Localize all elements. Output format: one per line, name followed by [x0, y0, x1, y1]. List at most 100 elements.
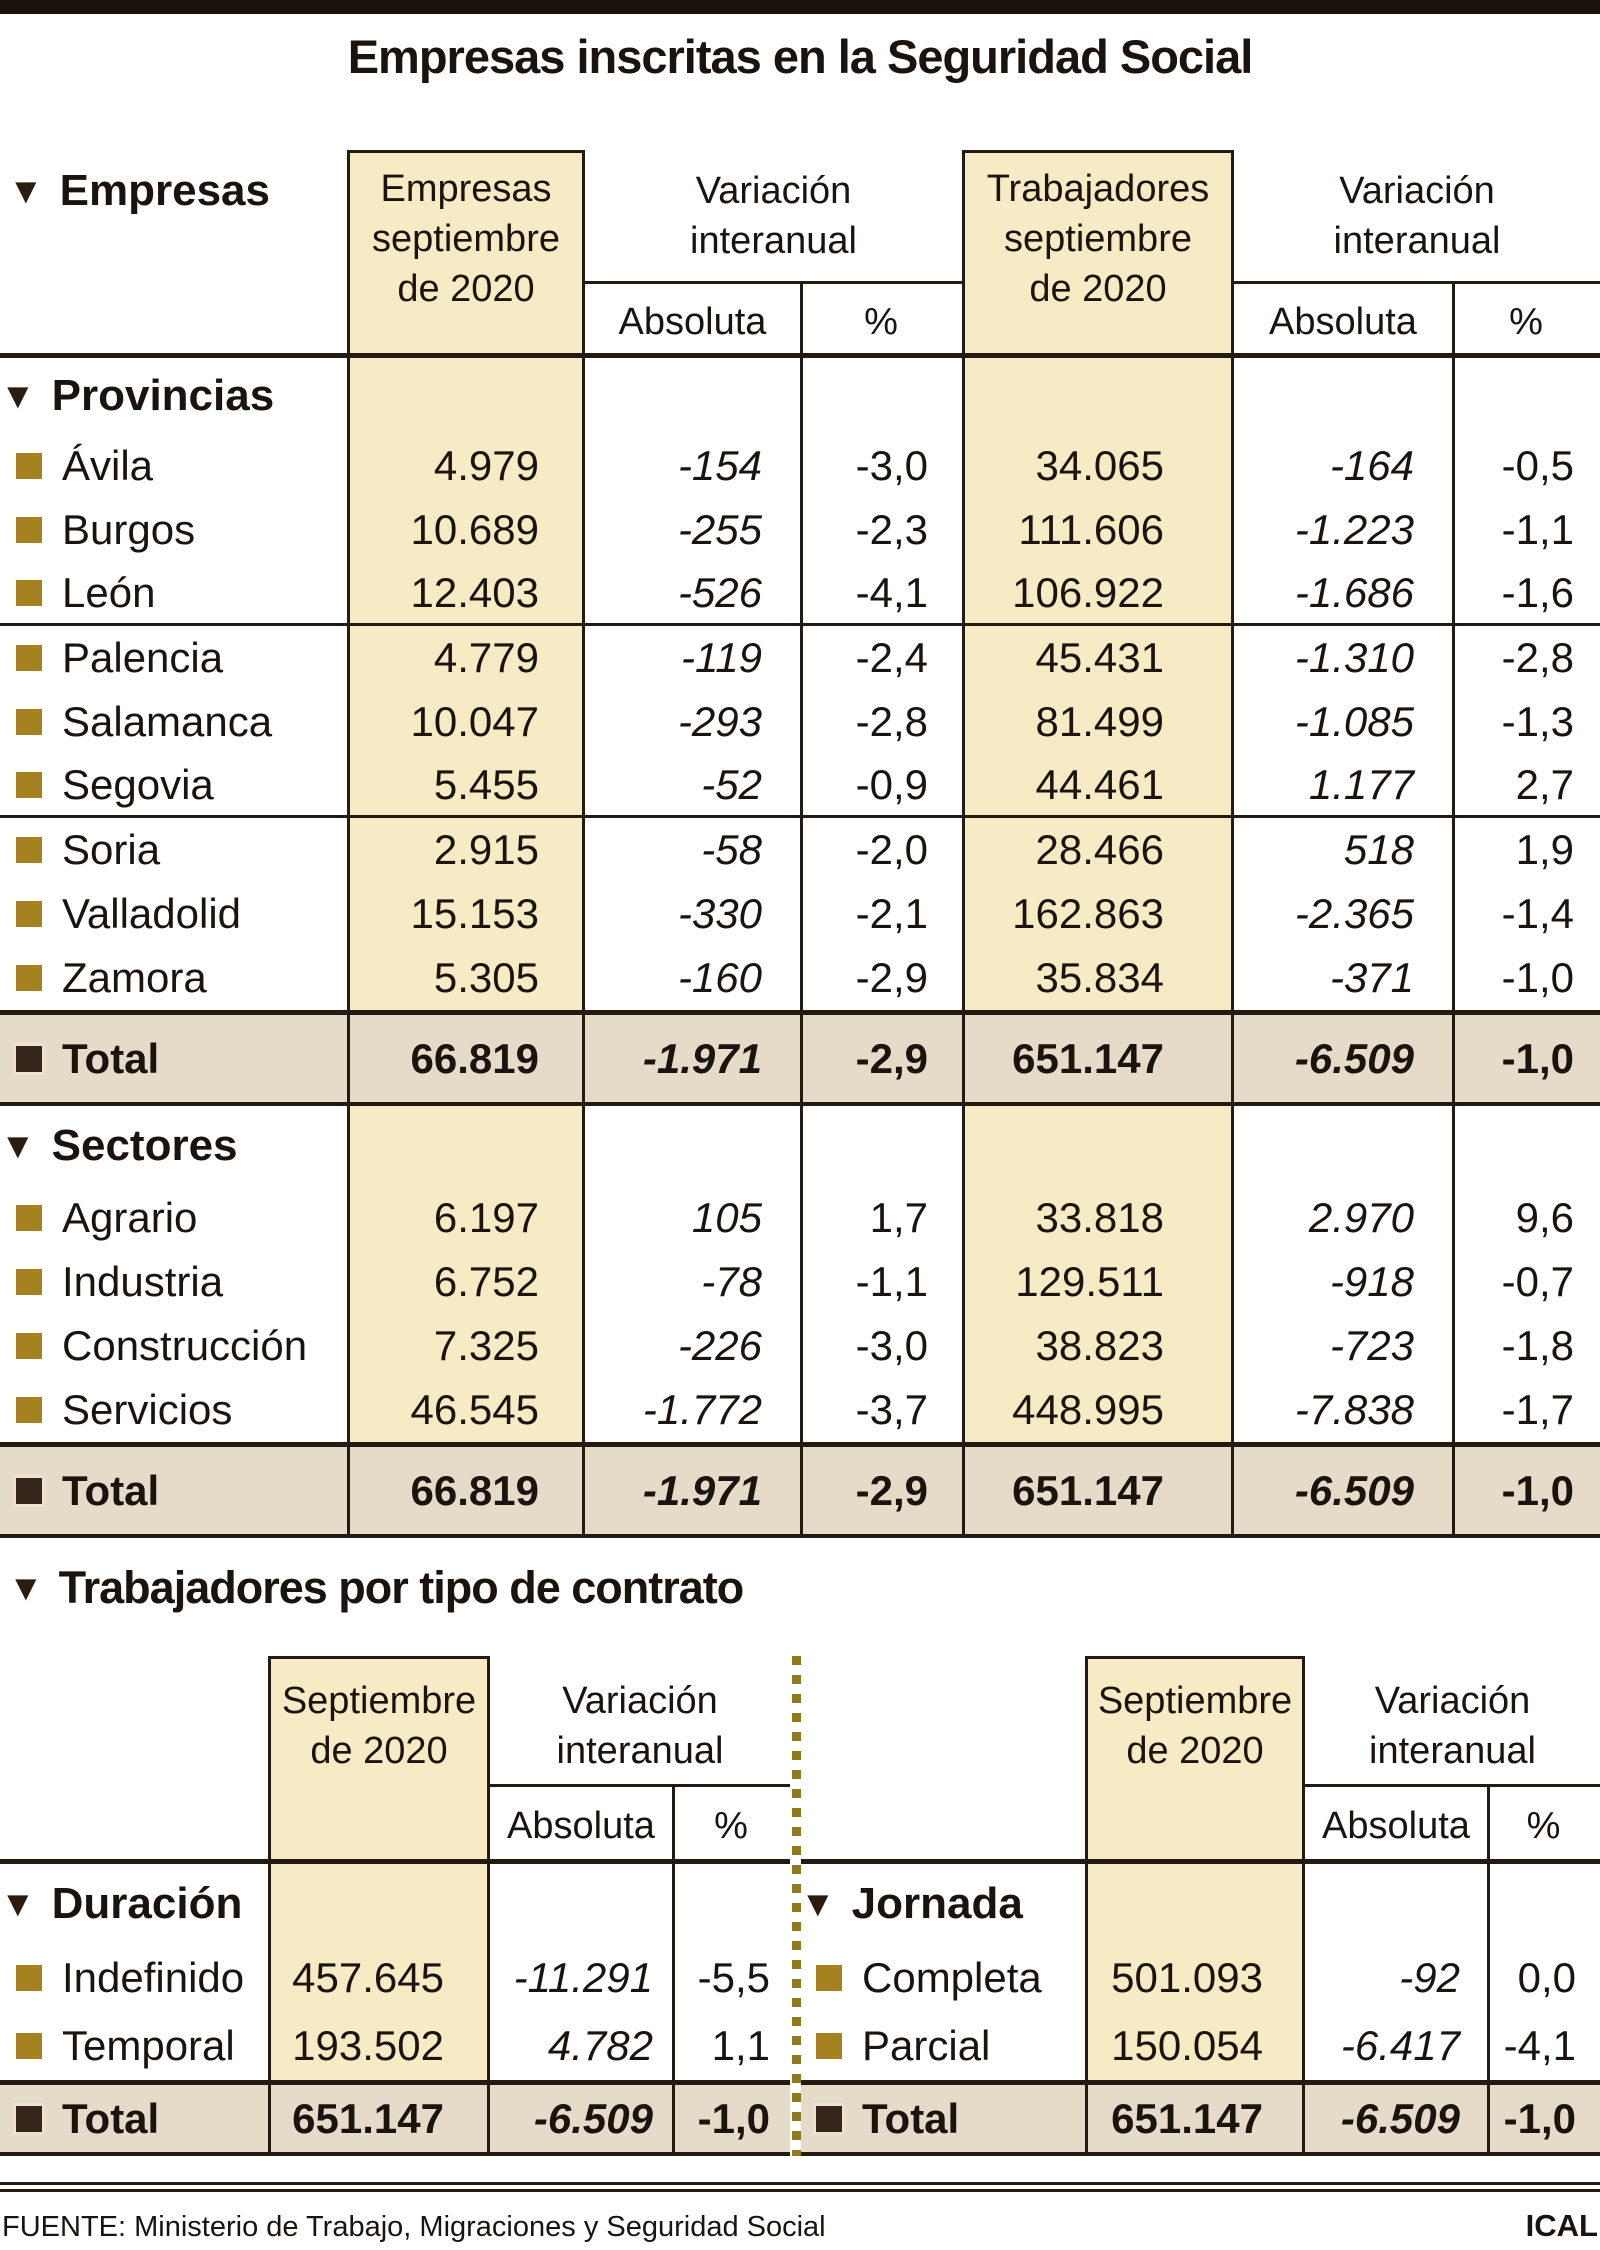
table-cell: 0,0: [1517, 1954, 1576, 2001]
table-cell: 7.325: [433, 1322, 539, 1369]
table-cell: -1.085: [1294, 698, 1414, 745]
row-label-text: Soria: [62, 826, 161, 873]
table-row-salamanca: Salamanca 10.047 -293 -2,8 81.499 -1.085…: [0, 690, 1600, 754]
bullet-icon: [16, 453, 42, 479]
table-cell: -2,9: [855, 954, 928, 1001]
section-heading-duracion: ▼ Duración: [0, 1864, 790, 1944]
col-header-pct: %: [1526, 1804, 1561, 1847]
table-cell: 2,7: [1515, 760, 1574, 808]
row-label-text: Ávila: [62, 442, 154, 489]
table-row-completa: Completa 501.093 -92 0,0: [800, 1944, 1600, 2012]
row-label-text: Industria: [62, 1258, 224, 1305]
bullet-icon: [16, 2033, 42, 2059]
row-label: Servicios: [0, 1386, 347, 1434]
table-cell: 2.970: [1308, 1194, 1414, 1241]
table-cell: -1,4: [1501, 890, 1574, 937]
subtable-header: Septiembre de 2020 Variación interanual …: [800, 1656, 1600, 1864]
column-line: [268, 1656, 271, 2156]
bullet-icon: [16, 837, 42, 863]
row-label-text: Valladolid: [62, 890, 242, 937]
footer-double-line: [0, 2182, 1600, 2192]
col-header-septiembre: Septiembre de 2020: [281, 1680, 477, 1772]
bullet-icon: [16, 1269, 42, 1295]
dotted-divider: [792, 1656, 801, 2156]
table-row-indefinido: Indefinido 457.645 -11.291 -5,5: [0, 1944, 790, 2012]
row-label: Total: [0, 1035, 347, 1083]
table-cell: -164: [1329, 442, 1414, 489]
table-cell: -6.417: [1340, 2022, 1460, 2069]
table-cell: -723: [1329, 1322, 1414, 1369]
table-cell: 448.995: [1012, 1386, 1164, 1433]
row-label-text: Palencia: [62, 634, 224, 681]
table-cell: 33.818: [1035, 1194, 1164, 1241]
table-cell: 162.863: [1012, 890, 1164, 937]
table-cell: -154: [677, 442, 762, 489]
table-cell: 129.511: [1015, 1258, 1164, 1305]
footer-credit: ICAL: [1525, 2208, 1598, 2243]
table-cell: 2.915: [433, 826, 539, 873]
row-label: Indefinido: [0, 1954, 268, 2002]
table-cell: -2.365: [1294, 890, 1414, 937]
bullet-icon: [16, 517, 42, 543]
table-cell: 6.197: [433, 1194, 539, 1241]
table-cell: -160: [677, 954, 762, 1001]
table-cell: 457.645: [292, 1954, 444, 2001]
table-cell: 66.819: [410, 1034, 539, 1082]
table-cell: 651.147: [1111, 2094, 1263, 2142]
table-cell: -226: [677, 1322, 762, 1369]
header-subline: [585, 281, 962, 284]
table-cell: -526: [677, 568, 762, 616]
table-cell: -1.772: [642, 1386, 762, 1433]
table-cell: -255: [677, 506, 762, 553]
row-label: León: [0, 569, 347, 617]
table-cell: -1,0: [1503, 2094, 1576, 2142]
row-label: Valladolid: [0, 890, 347, 938]
col-header-septiembre: Septiembre de 2020: [1097, 1680, 1293, 1772]
column-line: [1302, 1656, 1305, 2156]
table-cell: -1,8: [1501, 1322, 1574, 1369]
table-cell: -1.971: [642, 1466, 762, 1514]
table-cell: 4.782: [547, 2022, 653, 2069]
row-label-text: Total: [62, 1034, 160, 1082]
table-cell: -78: [701, 1258, 762, 1305]
bullet-icon: [816, 2033, 842, 2059]
table-cell: -2,0: [855, 826, 928, 873]
table-cell: -6.509: [1294, 1466, 1414, 1514]
table-cell: 5.455: [433, 760, 539, 808]
table-row-jornada-total: Total 651.147 -6.509 -1,0: [800, 2080, 1600, 2156]
table-row-avila: Ávila 4.979 -154 -3,0 34.065 -164 -0,5: [0, 434, 1600, 498]
table-row-duracion-total: Total 651.147 -6.509 -1,0: [0, 2080, 790, 2156]
triangle-down-icon: ▼: [0, 375, 36, 416]
column-line: [1231, 150, 1234, 1538]
row-label: Total: [0, 2095, 268, 2143]
table-cell: -2,8: [855, 698, 928, 745]
bullet-icon: [16, 2105, 42, 2132]
row-label-text: Construcción: [62, 1322, 308, 1369]
table-cell: -2,8: [1501, 634, 1574, 681]
table-cell: -0,5: [1501, 442, 1574, 489]
column-line: [1085, 1656, 1088, 2156]
row-label-text: Completa: [862, 1954, 1042, 2001]
section-heading-label: Jornada: [851, 1879, 1023, 1928]
bullet-icon: [16, 1397, 42, 1423]
bullet-icon: [16, 771, 42, 798]
row-label: Construcción: [0, 1322, 347, 1370]
table-cell: 81.499: [1035, 698, 1164, 745]
column-line: [672, 1784, 675, 2156]
table-cell: 28.466: [1035, 826, 1164, 873]
table-cell: -1,3: [1501, 698, 1574, 745]
table-cell: -11.291: [513, 1954, 653, 2001]
triangle-down-icon: ▼: [8, 170, 44, 211]
column-line: [1452, 281, 1455, 1538]
table-cell: -1.310: [1294, 634, 1414, 681]
section-heading-sectores: ▼ Sectores: [0, 1106, 1600, 1186]
bullet-icon: [16, 1205, 42, 1231]
main-table-header: ▼ Empresas Empresas septiembre de 2020 Va…: [0, 150, 1600, 358]
column-line: [582, 150, 585, 1538]
table-cell: -92: [1399, 1954, 1460, 2001]
table-cell: -58: [701, 826, 762, 873]
row-label-text: Burgos: [62, 506, 196, 553]
table-row-industria: Industria 6.752 -78 -1,1 129.511 -918 -0…: [0, 1250, 1600, 1314]
main-table: ▼ Empresas Empresas septiembre de 2020 Va…: [0, 150, 1600, 1538]
